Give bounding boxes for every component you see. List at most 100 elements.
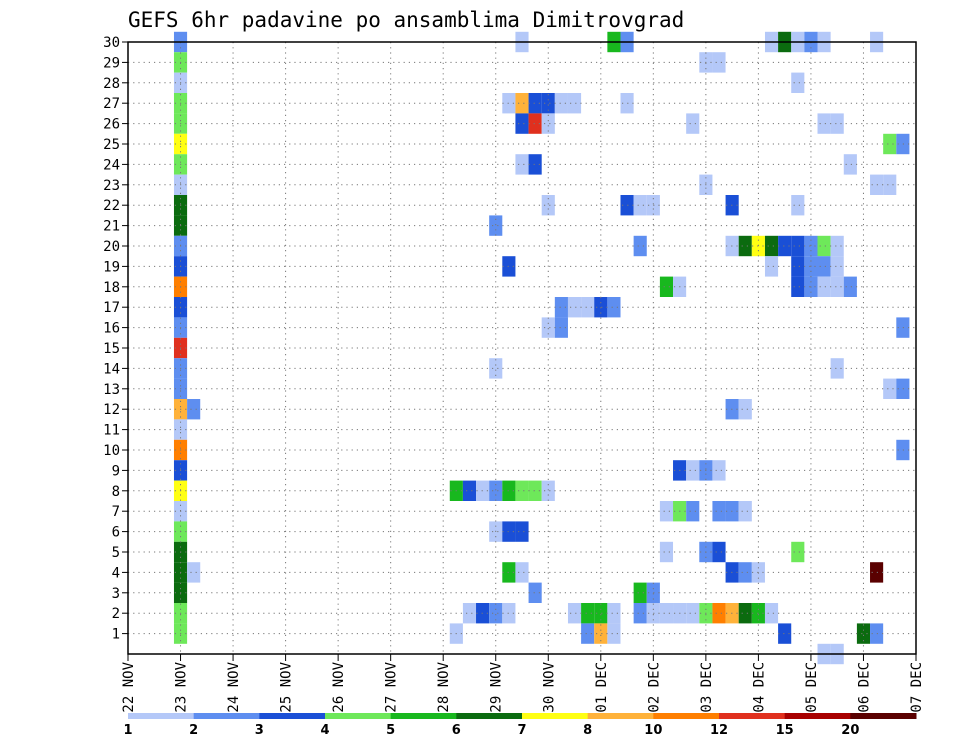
colorbar-swatch <box>784 713 851 719</box>
heatmap-cell <box>581 623 595 644</box>
heatmap-cell <box>791 235 805 257</box>
x-tick-label: 26 NOV <box>331 661 347 712</box>
heatmap-cell <box>528 93 542 114</box>
heatmap-cell <box>686 113 700 134</box>
heatmap-cell <box>659 541 674 563</box>
heatmap-cell <box>830 113 844 134</box>
heatmap-cell <box>541 480 555 501</box>
heatmap-cell <box>870 174 884 195</box>
y-tick-label: 5 <box>112 545 120 561</box>
chart-title: GEFS 6hr padavine po ansamblima Dimitrov… <box>128 8 684 32</box>
heatmap-cell <box>738 501 752 522</box>
heatmap-cell <box>528 154 542 175</box>
heatmap-cell <box>633 195 647 216</box>
y-tick-label: 17 <box>103 300 120 316</box>
heatmap-cell <box>515 113 529 134</box>
heatmap-cell <box>502 521 516 542</box>
heatmap-cell <box>489 358 503 379</box>
heatmap-cell <box>817 256 831 277</box>
heatmap-cell <box>764 256 779 277</box>
heatmap-cell <box>187 562 201 583</box>
x-tick-label: 22 NOV <box>121 661 137 712</box>
heatmap-cell <box>883 133 897 155</box>
heatmap-cell <box>515 480 529 501</box>
heatmap-cell <box>620 195 634 216</box>
heatmap-cell <box>830 235 844 257</box>
y-tick-label: 22 <box>103 198 120 214</box>
heatmap-cell <box>528 480 542 501</box>
colorbar-label: 2 <box>189 723 198 738</box>
y-tick-label: 19 <box>103 259 120 275</box>
heatmap-cell <box>528 582 542 603</box>
heatmap-cell <box>620 93 634 114</box>
heatmap-cell <box>791 256 805 277</box>
heatmap-cell <box>712 52 726 73</box>
heatmap-cell <box>567 93 582 114</box>
colorbar-swatch <box>653 713 720 719</box>
heatmap-cell <box>515 562 529 583</box>
heatmap-cell <box>502 93 516 114</box>
y-tick-label: 3 <box>112 586 120 602</box>
y-tick-label: 24 <box>103 157 120 173</box>
heatmap-cell <box>633 603 647 624</box>
y-axis: 1234567891011121314151617181920212223242… <box>103 35 128 643</box>
heatmap-cell <box>594 623 608 644</box>
heatmap-cell <box>462 603 477 624</box>
y-tick-label: 1 <box>112 627 120 643</box>
heatmap-cell <box>554 317 568 338</box>
heatmap-cell <box>607 623 621 644</box>
heatmap-cell <box>738 562 752 583</box>
heatmap-cell <box>764 235 779 257</box>
x-tick-label: 04 DEC <box>751 662 767 713</box>
y-tick-label: 11 <box>103 423 120 439</box>
x-tick-label: 24 NOV <box>226 661 242 712</box>
y-tick-label: 26 <box>103 117 120 133</box>
heatmap-cell <box>738 235 752 257</box>
heatmap-cell <box>581 603 595 624</box>
heatmap-cell <box>502 603 516 624</box>
colorbar-label: 20 <box>841 723 859 738</box>
heatmap-cell <box>791 541 805 563</box>
y-tick-label: 15 <box>103 341 120 357</box>
heatmap-cell <box>830 256 844 277</box>
colorbar-swatch <box>456 713 523 719</box>
y-tick-label: 25 <box>103 137 120 153</box>
heatmap-cell <box>541 93 555 114</box>
heatmap-cell <box>502 480 516 501</box>
x-tick-label: 03 DEC <box>699 662 715 713</box>
heatmap-cell <box>659 501 674 522</box>
y-tick-label: 9 <box>112 463 120 479</box>
y-tick-label: 28 <box>103 76 120 92</box>
colorbar-label: 4 <box>320 723 329 738</box>
heatmap-cell <box>883 378 897 399</box>
heatmap-cell <box>712 541 726 563</box>
heatmap-cell <box>607 603 621 624</box>
heatmap-cell <box>594 603 608 624</box>
x-tick-label: 05 DEC <box>804 662 820 713</box>
heatmap-cell <box>686 603 700 624</box>
colorbar: 1 2 3 4 5 6 7 8 10 12 15 20 <box>123 713 917 738</box>
colorbar-swatch <box>522 713 589 719</box>
x-axis: 22 NOV 23 NOV 24 NOV 25 NOV 26 NOV 27 NOV 28 N… <box>121 654 925 713</box>
colorbar-swatch <box>193 713 260 719</box>
y-tick-label: 23 <box>103 178 120 194</box>
x-tick-label: 29 NOV <box>489 661 505 712</box>
y-tick-label: 18 <box>103 280 120 296</box>
heatmap-cell <box>541 113 555 134</box>
x-tick-label: 02 DEC <box>646 662 662 713</box>
heatmap-cell <box>686 460 700 481</box>
y-tick-label: 16 <box>103 321 120 337</box>
colorbar-swatch <box>325 713 392 719</box>
heatmap-cell <box>843 276 857 297</box>
heatmap-cell <box>870 623 884 644</box>
x-tick-label: 25 NOV <box>279 661 295 712</box>
heatmap-cell <box>791 276 805 297</box>
heatmap-cell <box>712 501 726 522</box>
heatmap-cell <box>791 195 805 216</box>
colorbar-swatch <box>719 713 786 719</box>
y-tick-label: 7 <box>112 504 120 520</box>
x-tick-label: 27 NOV <box>384 661 400 712</box>
heatmap-cell <box>659 603 674 624</box>
colorbar-swatch <box>128 713 195 719</box>
colorbar-label: 5 <box>386 723 395 738</box>
